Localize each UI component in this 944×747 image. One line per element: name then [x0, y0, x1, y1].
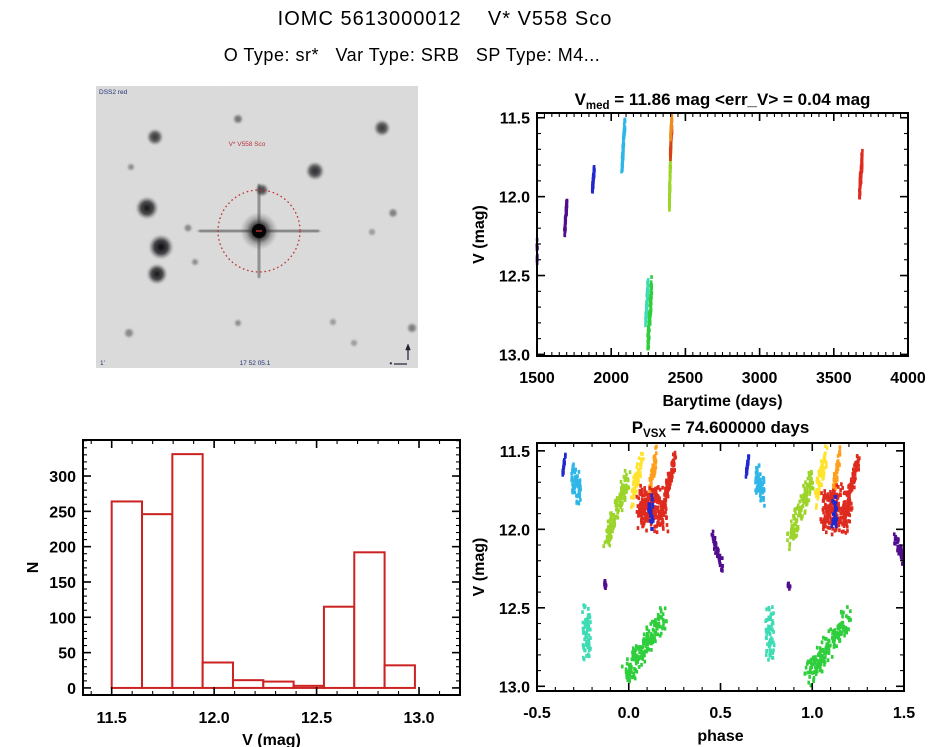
- svg-text:0: 0: [67, 681, 76, 698]
- svg-text:12.0: 12.0: [199, 710, 230, 727]
- svg-text:100: 100: [49, 610, 76, 627]
- scale-label: 1': [100, 360, 105, 367]
- svg-text:3500: 3500: [816, 370, 852, 387]
- svg-text:3000: 3000: [742, 370, 778, 387]
- svg-text:phase: phase: [697, 728, 743, 745]
- svg-text:12.5: 12.5: [499, 269, 530, 286]
- svg-text:11.5: 11.5: [500, 111, 530, 128]
- svg-text:50: 50: [58, 646, 76, 663]
- svg-text:Vmed = 11.86 mag <err_V> = 0.: Vmed = 11.86 mag <err_V> = 0.04 mag: [575, 90, 871, 112]
- svg-text:11.5: 11.5: [500, 444, 530, 461]
- svg-text:12.5: 12.5: [499, 601, 530, 618]
- target-label: V* V558 Sco: [229, 141, 266, 148]
- svg-text:N: N: [25, 562, 42, 574]
- svg-text:Barytime (days): Barytime (days): [662, 393, 782, 410]
- svg-text:2500: 2500: [668, 370, 704, 387]
- svg-text:13.0: 13.0: [499, 679, 530, 696]
- svg-text:V (mag): V (mag): [471, 205, 488, 264]
- svg-text:4000: 4000: [890, 370, 926, 387]
- page-title: IOMC 5613000012 V* V558 Sco: [277, 8, 613, 30]
- svg-text:PVSX = 74.600000 days: PVSX = 74.600000 days: [632, 418, 810, 440]
- coord-label: 17 52 05.1: [240, 360, 271, 367]
- target-centre-mark: [256, 230, 262, 232]
- svg-text:1500: 1500: [519, 370, 555, 387]
- svg-text:-0.5: -0.5: [523, 705, 551, 722]
- svg-text:2000: 2000: [593, 370, 629, 387]
- svg-text:1.5: 1.5: [893, 705, 915, 722]
- svg-text:150: 150: [49, 575, 76, 592]
- svg-text:13.0: 13.0: [403, 710, 434, 727]
- magnitude-histogram-plot: 11.5 12.0 12.5 13.0 0 50 100 150 200 250 300 V (mag…: [20, 425, 470, 747]
- page-subtitle: O Type: sr* Var Type: SRB SP Type: M4...: [223, 45, 601, 65]
- svg-text:12.0: 12.0: [499, 522, 530, 539]
- lightcurve-plot: 1500 2000 2500 3000 3500 4000 11.5 12.0 12.5 13.0…: [470, 86, 944, 416]
- svg-text:12.5: 12.5: [301, 710, 332, 727]
- svg-text:V (mag): V (mag): [242, 732, 301, 747]
- svg-text:0.0: 0.0: [618, 705, 640, 722]
- north-arrow-icon: [389, 343, 411, 365]
- svg-text:13.0: 13.0: [499, 347, 530, 364]
- svg-text:12.0: 12.0: [499, 190, 530, 207]
- finder-chart-image: DSS2 red V* V558 Sco 17 52 05.1 1': [96, 86, 418, 368]
- survey-label: DSS2 red: [99, 89, 128, 96]
- svg-text:300: 300: [49, 469, 76, 486]
- aperture-circle: [217, 189, 301, 273]
- svg-text:250: 250: [49, 504, 76, 521]
- svg-text:1.0: 1.0: [801, 705, 823, 722]
- svg-text:200: 200: [49, 540, 76, 557]
- phase-folded-plot: -0.5 0.0 0.5 1.0 1.5 11.5 12.0 12.5 13.0 phase V (…: [470, 415, 944, 747]
- svg-text:V (mag): V (mag): [471, 538, 488, 597]
- svg-text:11.5: 11.5: [97, 710, 127, 727]
- svg-text:0.5: 0.5: [709, 705, 731, 722]
